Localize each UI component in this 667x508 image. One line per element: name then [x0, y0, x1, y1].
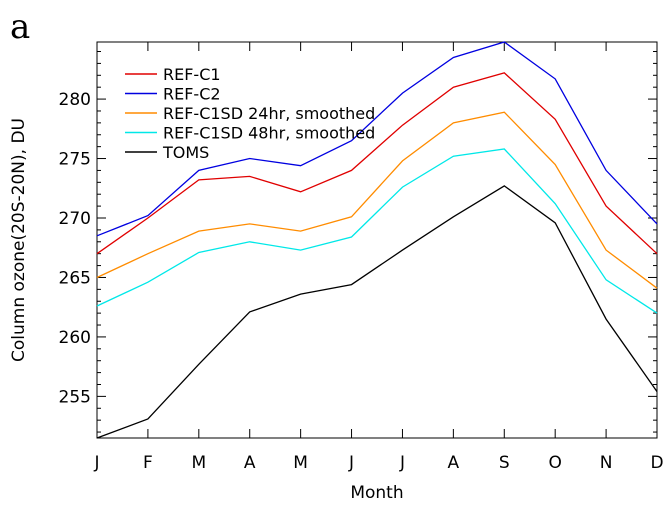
x-tick-label: O [548, 453, 561, 473]
legend-label: REF-C1SD 48hr, smoothed [163, 124, 375, 143]
y-axis: 255 260 265 270 275 280 [59, 51, 657, 433]
y-tick-label: 265 [59, 268, 91, 288]
x-tick-label: D [650, 453, 663, 473]
series-line [96, 148, 658, 314]
series-line [96, 41, 658, 237]
x-tick-label: J [348, 453, 354, 473]
x-axis-label: Month [350, 483, 403, 503]
y-tick-label: 270 [59, 209, 91, 229]
x-tick-label: J [399, 453, 405, 473]
y-tick-label: 280 [59, 90, 91, 110]
series-line [96, 185, 658, 439]
x-tick-label: A [448, 453, 460, 473]
y-tick-label: 260 [59, 328, 91, 348]
y-tick-label: 275 [59, 150, 91, 170]
series-line [96, 72, 658, 255]
plot-frame [96, 41, 658, 439]
series-line [96, 111, 658, 289]
x-tick-label: F [143, 453, 153, 473]
legend-label: REF-C1 [163, 65, 221, 84]
y-axis-label: Column ozone(20S-20N), DU [9, 118, 29, 362]
x-tick-label: A [244, 453, 256, 473]
x-tick-label: M [293, 453, 308, 473]
legend-label: REF-C2 [163, 85, 221, 104]
x-tick-label: J [93, 453, 99, 473]
y-tick-label: 255 [59, 387, 91, 407]
series-lines [96, 41, 658, 439]
legend-label: TOMS [162, 143, 209, 162]
x-tick-label: M [191, 453, 206, 473]
panel-label: a [10, 7, 30, 47]
x-tick-label: S [499, 453, 510, 473]
x-tick-label: N [600, 453, 613, 473]
legend-label: REF-C1SD 24hr, smoothed [163, 104, 375, 123]
